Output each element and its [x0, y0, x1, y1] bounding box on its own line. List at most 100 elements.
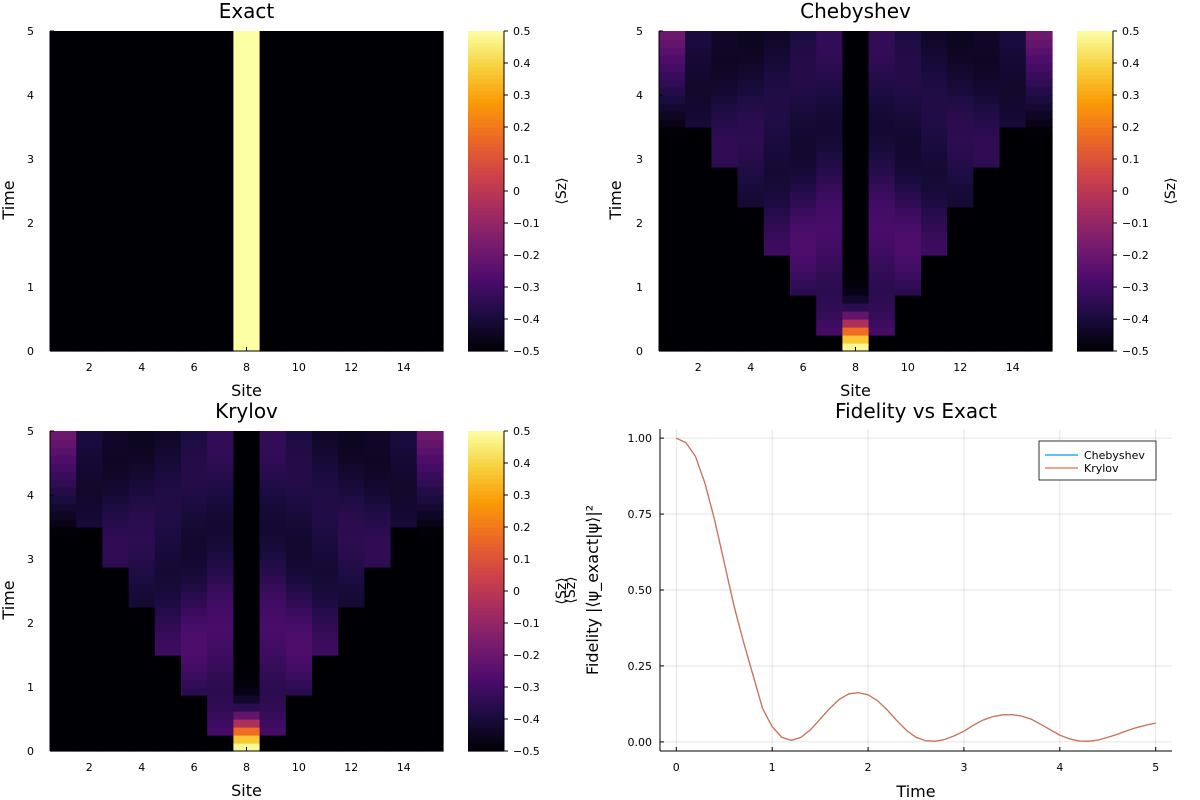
heatmap-cell [364, 567, 392, 576]
heatmap-cell [50, 487, 77, 496]
heatmap-cell [921, 167, 948, 176]
colorbar-segment [468, 75, 504, 80]
heatmap-cell [76, 679, 103, 688]
heatmap-cell [416, 439, 444, 448]
heatmap-cell [894, 303, 922, 312]
heatmap-cell [416, 95, 444, 104]
heatmap-cell [390, 95, 418, 104]
heatmap-cell [364, 439, 392, 448]
colorbar-segment [1077, 39, 1113, 44]
heatmap-cell [390, 135, 418, 144]
heatmap-cell [181, 551, 208, 560]
heatmap-cell [285, 79, 313, 88]
heatmap-cell [285, 447, 313, 456]
heatmap-cell [50, 615, 77, 624]
heatmap-cell [233, 503, 261, 512]
heatmap-cell [390, 295, 418, 304]
heatmap-cell [154, 455, 182, 464]
heatmap-cell [338, 431, 365, 440]
heatmap-cell [207, 559, 234, 568]
heatmap-cell [233, 87, 261, 96]
heatmap-cell [102, 151, 130, 160]
heatmap-cell [181, 311, 208, 320]
heatmap-cell [1025, 151, 1053, 160]
colorbar-segment [468, 735, 504, 740]
colorbar-segment [1077, 347, 1113, 352]
heatmap-cell [76, 487, 103, 496]
colorbar-segment [1077, 35, 1113, 40]
colorbar-segment [1077, 291, 1113, 296]
heatmap-cell [233, 95, 261, 104]
heatmap-cell [947, 303, 974, 312]
y-tick-label: 4 [27, 89, 34, 102]
heatmap-cell [737, 311, 765, 320]
heatmap-cell [685, 47, 712, 56]
heatmap-cell [338, 79, 365, 88]
heatmap-cell [207, 295, 234, 304]
heatmap-cell [364, 647, 392, 656]
heatmap-cell [790, 79, 817, 88]
heatmap-cell [999, 319, 1027, 328]
heatmap-cell [154, 647, 182, 656]
heatmap-cell [233, 199, 261, 208]
heatmap-cell [416, 623, 444, 632]
heatmap-cell [868, 215, 896, 224]
heatmap-cell [364, 31, 392, 40]
heatmap-cell [181, 559, 208, 568]
colorbar-segment [1077, 139, 1113, 144]
heatmap-cell [416, 311, 444, 320]
heatmap-cell [259, 39, 287, 48]
colorbar-segment [468, 51, 504, 56]
heatmap-cell [233, 671, 261, 680]
heatmap-cell [390, 271, 418, 280]
heatmap-cell [685, 103, 712, 112]
heatmap-cell [259, 191, 287, 200]
heatmap-cell [390, 575, 418, 584]
colorbar-segment [468, 35, 504, 40]
heatmap-cell [128, 159, 156, 168]
heatmap-cell [364, 607, 392, 616]
heatmap-cell [921, 263, 948, 272]
heatmap-cell [390, 735, 418, 744]
heatmap-cell [207, 207, 234, 216]
heatmap-cell [207, 647, 234, 656]
colorbar-tick-label: −0.4 [513, 713, 540, 726]
heatmap-cell [338, 47, 365, 56]
heatmap-cell [737, 183, 765, 192]
heatmap-cell [76, 711, 103, 720]
colorbar-segment [468, 671, 504, 676]
heatmap-cell [285, 103, 313, 112]
heatmap-cell [312, 215, 339, 224]
heatmap-cell [390, 591, 418, 600]
heatmap-cell [364, 247, 392, 256]
heatmap-cell [154, 551, 182, 560]
x-tick-label: 2 [695, 361, 702, 374]
heatmap-cell [685, 151, 712, 160]
heatmap-cell [868, 319, 896, 328]
heatmap-cell [312, 271, 339, 280]
heatmap-cell [76, 455, 103, 464]
heatmap-cell [76, 255, 103, 264]
heatmap-cell [364, 199, 392, 208]
heatmap-cell [763, 303, 791, 312]
heatmap-cell [364, 319, 392, 328]
heatmap-cell [154, 567, 182, 576]
heatmap-cell [285, 655, 313, 664]
heatmap-cell [816, 159, 843, 168]
heatmap-cell [711, 119, 739, 128]
heatmap-cell [285, 479, 313, 488]
heatmap-cell [390, 175, 418, 184]
heatmap-cell [76, 687, 103, 696]
heatmap-cell [842, 47, 870, 56]
heatmap-cell [973, 319, 1001, 328]
heatmap-cell [76, 239, 103, 248]
heatmap-cell [390, 143, 418, 152]
colorbar-segment [468, 155, 504, 160]
heatmap-cell [338, 655, 365, 664]
chart-title: Fidelity vs Exact [835, 399, 997, 423]
heatmap-cell [50, 263, 77, 272]
heatmap-cell [76, 583, 103, 592]
heatmap-cell [207, 455, 234, 464]
heatmap-cell [285, 247, 313, 256]
heatmap-cell [1025, 319, 1053, 328]
